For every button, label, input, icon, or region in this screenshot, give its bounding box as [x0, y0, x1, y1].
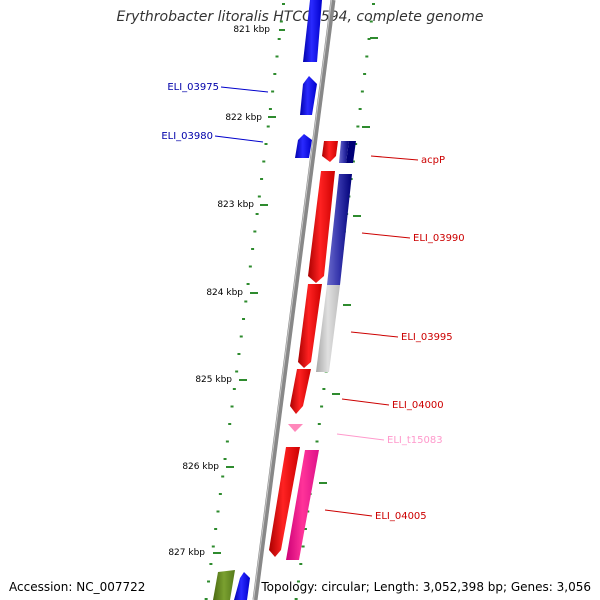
kbp-tick-822: 822 kbp: [225, 113, 276, 123]
gene-labels: ELI_03975 ELI_03980 acpP ELI_03990 ELI_0…: [161, 82, 464, 522]
gene-label-leaders: [214, 86, 419, 517]
label-ELI_04000[interactable]: ELI_04000: [392, 400, 444, 411]
gene-ELI_03980[interactable]: [295, 134, 312, 158]
label-ELI_03980[interactable]: ELI_03980: [161, 131, 213, 142]
label-acpP[interactable]: acpP: [421, 155, 445, 166]
kbp-tick-827: 827 kbp: [168, 548, 221, 558]
gene-ELI_03995[interactable]: [298, 284, 340, 372]
inner-dotted-ruler: [204, 3, 286, 600]
kbp-label-823: 823 kbp: [217, 200, 254, 210]
gene-ELI_03990[interactable]: [308, 171, 352, 285]
kbp-tick-821: 821 kbp: [233, 25, 285, 35]
kbp-tick-826: 826 kbp: [182, 462, 234, 472]
label-ELI_t15083[interactable]: ELI_t15083: [387, 435, 443, 446]
map-title: Erythrobacter litoralis HTCC2594, comple…: [116, 9, 484, 25]
accession-text: Accession: NC_007722: [9, 580, 146, 594]
kbp-tick-825: 825 kbp: [195, 375, 247, 385]
gene-ELI_03975[interactable]: [300, 76, 317, 115]
genome-backbone-highlight: [253, 0, 332, 600]
gene-bottom-olive[interactable]: [213, 570, 235, 600]
label-ELI_04005[interactable]: ELI_04005: [375, 511, 427, 522]
genome-backbone: [252, 0, 336, 600]
kbp-scale: 821 kbp 822 kbp 823 kbp 824 kbp 825 kbp …: [168, 25, 285, 558]
label-ELI_03975[interactable]: ELI_03975: [167, 82, 219, 93]
kbp-label-821: 821 kbp: [233, 25, 270, 35]
kbp-tick-824: 824 kbp: [206, 288, 258, 298]
kbp-label-825: 825 kbp: [195, 375, 232, 385]
outer-ruler-ticks: [319, 37, 378, 484]
topology-text: Topology: circular; Length: 3,052,398 bp…: [261, 580, 591, 594]
kbp-label-822: 822 kbp: [225, 113, 262, 123]
gene-ELI_04005[interactable]: [269, 447, 319, 560]
label-ELI_03990[interactable]: ELI_03990: [413, 233, 465, 244]
kbp-tick-823: 823 kbp: [217, 200, 268, 210]
gene-ELI_t15083[interactable]: [288, 424, 303, 432]
gene-ELI_04000[interactable]: [290, 369, 311, 414]
gene-acpP[interactable]: [322, 141, 356, 163]
gene-bottom-blue[interactable]: [234, 572, 250, 600]
gene-ELI_03970[interactable]: [303, 0, 322, 62]
label-ELI_03995[interactable]: ELI_03995: [401, 332, 453, 343]
kbp-label-826: 826 kbp: [182, 462, 219, 472]
kbp-label-827: 827 kbp: [168, 548, 205, 558]
kbp-label-824: 824 kbp: [206, 288, 243, 298]
